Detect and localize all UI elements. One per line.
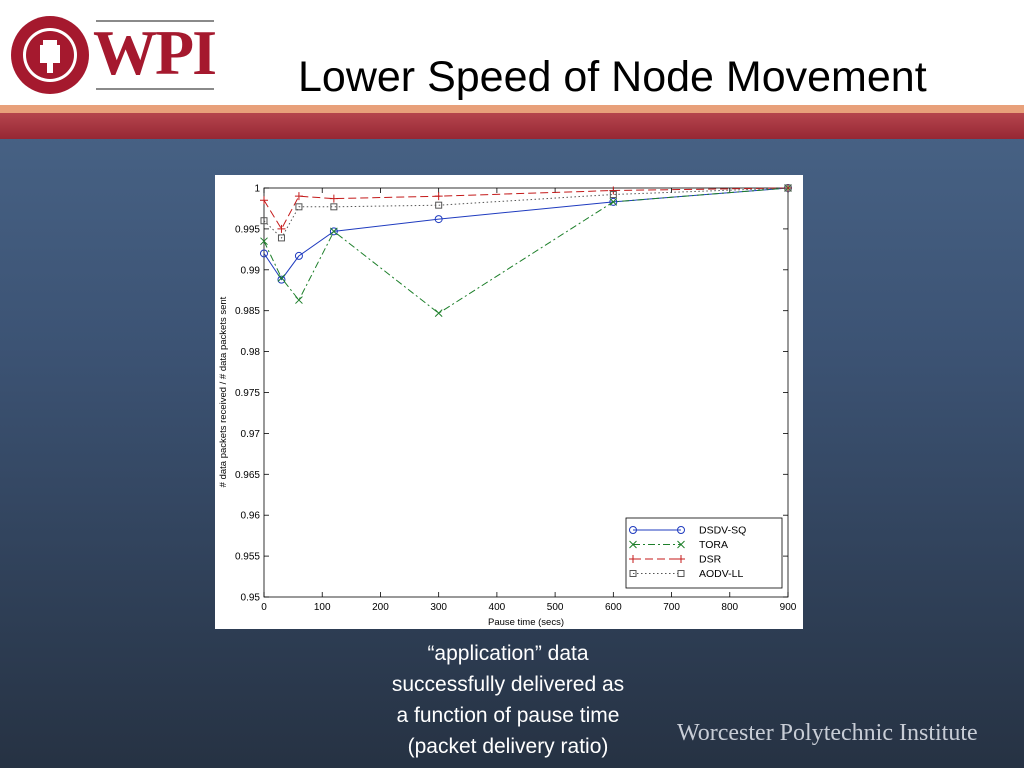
y-tick-label: 0.995 bbox=[235, 224, 260, 235]
data-point bbox=[677, 555, 685, 563]
data-point bbox=[629, 570, 637, 577]
y-tick-label: 0.97 bbox=[241, 429, 261, 440]
data-point bbox=[277, 274, 286, 282]
data-point bbox=[434, 309, 443, 318]
header-accent-stripe bbox=[0, 105, 1024, 113]
x-tick-label: 700 bbox=[663, 602, 680, 613]
y-tick-label: 0.96 bbox=[241, 511, 261, 522]
x-tick-label: 300 bbox=[430, 602, 447, 613]
slide-header: WPI Lower Speed of Node Movement bbox=[0, 0, 1024, 112]
data-point bbox=[677, 526, 685, 534]
data-point bbox=[629, 540, 637, 549]
data-point bbox=[609, 186, 618, 195]
data-point bbox=[784, 184, 792, 192]
legend-item: TORA bbox=[629, 539, 728, 551]
data-point bbox=[294, 251, 303, 260]
data-point bbox=[329, 227, 338, 236]
legend-item: DSDV-SQ bbox=[629, 525, 746, 537]
data-point bbox=[609, 197, 618, 206]
series-line bbox=[263, 187, 789, 239]
data-point bbox=[260, 249, 268, 258]
y-tick-label: 0.985 bbox=[235, 306, 260, 317]
data-point bbox=[629, 555, 637, 563]
caption-line: “application” data bbox=[427, 642, 589, 665]
data-point bbox=[329, 194, 338, 203]
x-tick-label: 800 bbox=[721, 602, 738, 613]
data-point bbox=[609, 191, 617, 199]
y-tick-label: 1 bbox=[254, 184, 260, 195]
data-point bbox=[260, 196, 268, 205]
series-line bbox=[263, 187, 789, 314]
data-point bbox=[677, 570, 685, 577]
legend-label: DSDV-SQ bbox=[699, 525, 746, 537]
wpi-seal-icon bbox=[11, 16, 89, 94]
y-tick-label: 0.975 bbox=[235, 388, 260, 399]
y-tick-label: 0.98 bbox=[241, 347, 261, 358]
legend-label: TORA bbox=[699, 539, 728, 551]
legend-label: AODV-LL bbox=[699, 568, 744, 580]
data-point bbox=[629, 526, 637, 534]
data-point bbox=[609, 198, 618, 206]
x-tick-label: 900 bbox=[780, 602, 797, 613]
data-point bbox=[260, 237, 268, 246]
chart-legend: DSDV-SQ TORA DSR AODV-LL bbox=[625, 517, 783, 589]
data-point bbox=[277, 234, 285, 242]
wpi-logo: WPI bbox=[93, 17, 217, 88]
y-tick-label: 0.955 bbox=[235, 552, 260, 563]
x-tick-label: 400 bbox=[489, 602, 506, 613]
data-point bbox=[434, 192, 443, 201]
data-point bbox=[295, 296, 303, 304]
data-point bbox=[330, 227, 338, 236]
x-tick-label: 600 bbox=[605, 602, 622, 613]
y-tick-label: 0.99 bbox=[241, 265, 261, 276]
legend-item: AODV-LL bbox=[629, 568, 744, 580]
data-point bbox=[294, 192, 303, 201]
x-tick-label: 500 bbox=[547, 602, 564, 613]
slide-caption: “application” data successfully delivere… bbox=[340, 638, 676, 762]
data-point bbox=[677, 540, 685, 549]
series-tora bbox=[260, 184, 792, 318]
legend-label: DSR bbox=[699, 554, 722, 566]
legend-box bbox=[625, 517, 783, 589]
series-line bbox=[263, 187, 789, 281]
data-point bbox=[330, 203, 338, 211]
chart-panel: 0 100 200 300 400 500 600 700 800 900 0.95 0.955 0.9… bbox=[215, 175, 803, 629]
series-dsr bbox=[260, 184, 792, 233]
data-point bbox=[260, 217, 268, 225]
x-tick-label: 0 bbox=[261, 602, 267, 613]
slide-title: Lower Speed of Node Movement bbox=[298, 53, 927, 101]
data-point bbox=[277, 224, 286, 233]
data-point bbox=[435, 201, 443, 209]
x-tick-label: 100 bbox=[314, 602, 331, 613]
caption-line: a function of pause time bbox=[396, 704, 620, 727]
footer-institution-name: Worcester Polytechnic Institute bbox=[677, 720, 978, 746]
data-point bbox=[295, 203, 303, 211]
series-aodv-ll bbox=[260, 184, 792, 242]
logo-bottom-rule bbox=[96, 88, 214, 90]
logo-top-rule bbox=[96, 20, 214, 22]
x-tick-label: 200 bbox=[372, 602, 389, 613]
y-axis-label: # data packets received / # data packets… bbox=[218, 296, 229, 487]
legend-item: DSR bbox=[629, 554, 722, 566]
caption-line: successfully delivered as bbox=[391, 673, 625, 696]
caption-line: (packet delivery ratio) bbox=[407, 735, 609, 758]
series-dsdv-sq bbox=[260, 184, 792, 284]
x-axis-label: Pause time (secs) bbox=[488, 617, 564, 628]
header-red-band bbox=[0, 113, 1024, 139]
data-point bbox=[434, 215, 443, 224]
data-point bbox=[277, 275, 286, 284]
delivery-ratio-chart: 0 100 200 300 400 500 600 700 800 900 0.95 0.955 0.9… bbox=[218, 184, 797, 629]
y-tick-label: 0.965 bbox=[235, 470, 260, 481]
y-tick-label: 0.95 bbox=[241, 593, 261, 604]
